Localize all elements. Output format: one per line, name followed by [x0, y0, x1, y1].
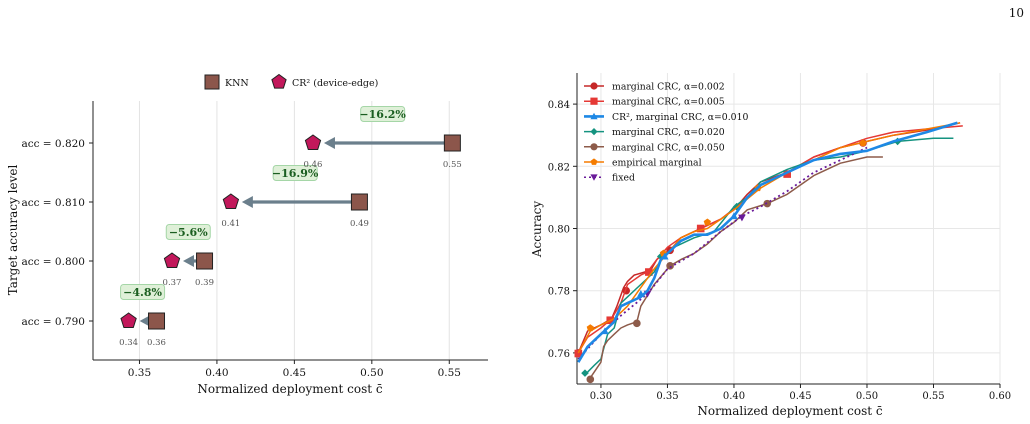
series-marker [859, 139, 867, 146]
tick-label-y: 0.82 [548, 162, 570, 173]
legend-left: KNN CR² (device-edge) [204, 73, 378, 90]
reduction-label: −5.6% [169, 226, 208, 239]
series-line [577, 121, 958, 363]
legend-swatch-marker [590, 174, 598, 181]
tick-label-x: 0.50 [856, 391, 878, 402]
legend-cr2-marker [271, 73, 287, 89]
tick-label-y: acc = 0.810 [21, 197, 85, 209]
arrow-head [323, 137, 335, 149]
series-marker [666, 262, 674, 270]
cr2-marker [222, 193, 240, 209]
cr2-marker [120, 312, 137, 328]
series-marker [696, 224, 705, 233]
tick-label-x: 0.35 [656, 391, 678, 402]
legend-label: empirical marginal [612, 158, 702, 169]
page-number: 10 [1008, 6, 1024, 20]
knn-value-label: 0.36 [147, 338, 166, 348]
series-marker [581, 369, 589, 377]
cr2-marker [163, 252, 181, 268]
knn-value-label: 0.55 [443, 160, 462, 170]
tick-label-x: 0.50 [360, 367, 383, 379]
series-marker [660, 252, 669, 260]
knn-marker [196, 252, 214, 270]
legend-label: fixed [612, 173, 635, 184]
knn-marker [148, 312, 166, 330]
tick-label-y: acc = 0.790 [21, 316, 85, 328]
axis-label-x: Normalized deployment cost c̄ [697, 404, 882, 418]
series-line [577, 146, 868, 360]
legend-right: marginal CRC, α=0.002 marginal CRC, α=0.0… [584, 82, 749, 184]
left-chart: 0.35 0.40 0.45 0.50 0.55 acc = 0.790 acc = 0.8… [6, 73, 488, 396]
reduction-badge [165, 224, 211, 240]
legend-label: marginal CRC, α=0.005 [612, 97, 725, 108]
legend-swatch-marker [590, 143, 598, 151]
knn-marker [350, 193, 368, 211]
tick-label-x: 0.60 [989, 391, 1011, 402]
axis-label-y: Accuracy [530, 201, 544, 258]
knn-marker [443, 134, 461, 152]
legend-cr2-label: CR² (device-edge) [292, 78, 378, 89]
series-marker [633, 319, 641, 328]
legend-label: marginal CRC, α=0.002 [612, 82, 725, 93]
series-marker [637, 290, 645, 297]
tick-label-y: 0.80 [548, 225, 570, 236]
series-marker [730, 212, 738, 220]
legend-label: marginal CRC, α=0.020 [612, 127, 725, 138]
arrow-head [183, 255, 194, 267]
legend-label: CR², marginal CRC, α=0.010 [612, 112, 749, 123]
reduction-badge [360, 106, 406, 122]
knn-value-label: 0.49 [350, 219, 369, 229]
reduction-label: −4.8% [123, 286, 162, 299]
arrow-head [241, 196, 253, 208]
tick-label-x: 0.30 [590, 391, 612, 402]
legend-swatch-marker [590, 158, 598, 165]
axis-label-y: Target accuracy level [6, 165, 20, 296]
cr2-value-label: 0.37 [163, 278, 182, 288]
reduction-badge [272, 165, 318, 181]
tick-label-x: 0.40 [723, 391, 745, 402]
reduction-badge [120, 284, 166, 300]
series-marker [783, 170, 791, 178]
legend-knn-label: KNN [225, 78, 249, 89]
reduction-label: −16.9% [272, 167, 319, 180]
tick-label-x: 0.35 [128, 367, 151, 379]
series-marker [645, 268, 653, 276]
series-marker [586, 324, 594, 332]
cr2-value-label: 0.34 [119, 338, 138, 348]
series-marker [586, 375, 595, 384]
legend-swatch-marker [590, 112, 598, 120]
cr2-marker [304, 134, 322, 150]
series-marker [601, 327, 609, 335]
tick-label-y: acc = 0.820 [21, 138, 85, 150]
legend-label: marginal CRC, α=0.050 [612, 142, 725, 153]
tick-label-y: 0.84 [548, 100, 570, 111]
series-line [584, 137, 954, 376]
series-marker [738, 214, 746, 222]
series-line [589, 156, 883, 379]
legend-swatch-marker [590, 128, 598, 136]
legend-swatch-marker [590, 97, 598, 105]
tick-label-x: 0.55 [922, 391, 944, 402]
knn-value-label: 0.39 [195, 278, 214, 288]
series-marker [574, 349, 583, 358]
series-marker [703, 218, 711, 226]
legend-swatch-marker [590, 82, 598, 90]
tick-label-y: 0.78 [548, 287, 570, 298]
arrow-head [139, 315, 151, 327]
reduction-label: −16.2% [359, 108, 406, 121]
tick-label-y: 0.76 [548, 349, 570, 360]
tick-label-x: 0.45 [283, 367, 306, 379]
tick-label-y: acc = 0.800 [21, 256, 85, 268]
cr2-value-label: 0.41 [221, 219, 240, 229]
tick-label-x: 0.40 [205, 367, 228, 379]
tick-label-x: 0.45 [789, 391, 811, 402]
right-chart: 0.30 0.35 0.40 0.45 0.50 0.55 0.60 0.76 0.78 0.80… [530, 73, 1011, 418]
legend-knn-marker [204, 74, 220, 90]
series-marker [657, 252, 665, 261]
axis-label-x: Normalized deployment cost c̄ [197, 382, 382, 396]
tick-label-x: 0.55 [438, 367, 461, 379]
cr2-value-label: 0.46 [303, 160, 322, 170]
